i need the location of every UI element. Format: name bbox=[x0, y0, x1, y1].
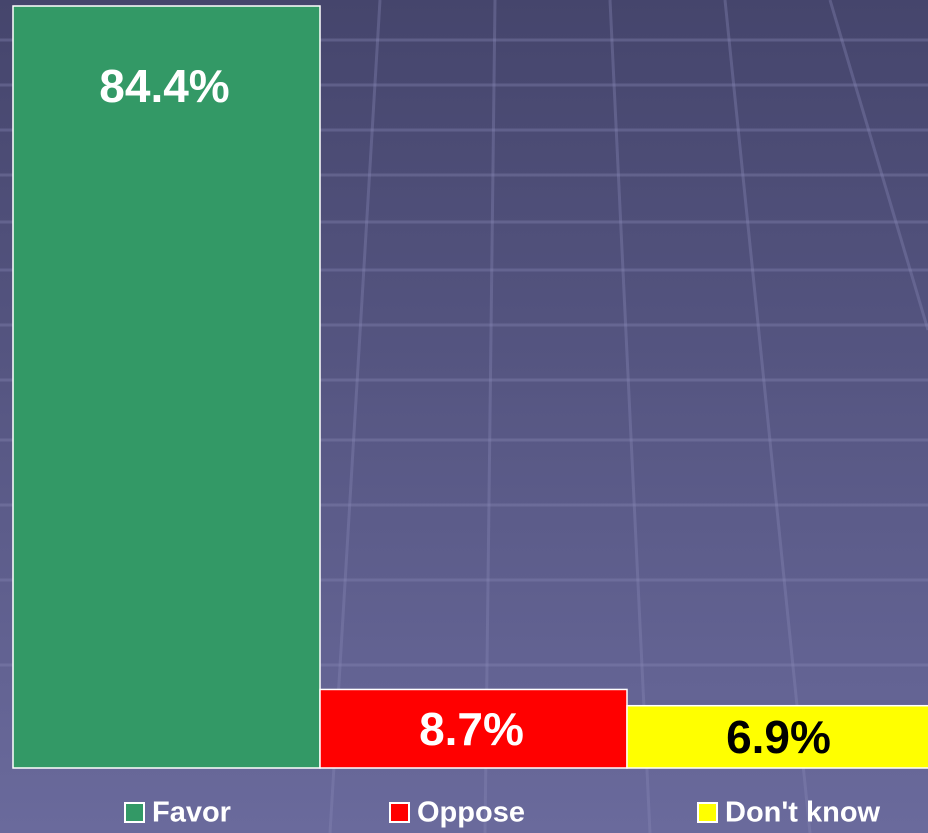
legend-swatch bbox=[697, 802, 718, 823]
data-label: 6.9% bbox=[726, 711, 831, 763]
bar bbox=[626, 704, 928, 769]
legend-swatch bbox=[124, 802, 145, 823]
legend-label: Oppose bbox=[417, 797, 525, 829]
legend-label: Don't know bbox=[725, 797, 881, 829]
legend-label: Favor bbox=[152, 797, 231, 829]
data-label: 8.7% bbox=[419, 703, 524, 755]
bar bbox=[319, 688, 628, 769]
data-label: 84.4% bbox=[99, 60, 229, 112]
bar bbox=[12, 5, 321, 769]
legend-swatch bbox=[389, 802, 410, 823]
